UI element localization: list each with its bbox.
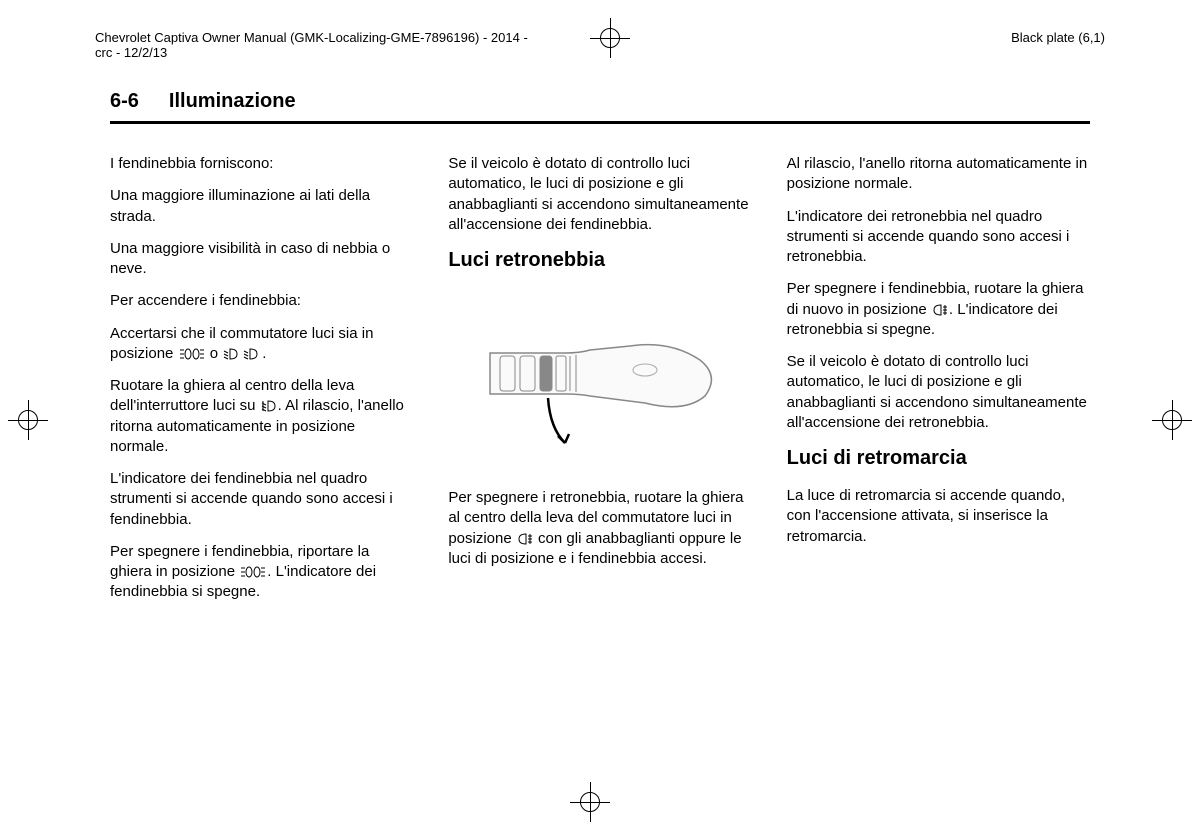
col3-p2: L'indicatore dei retronebbia nel quadro … bbox=[787, 207, 1090, 268]
heading-rear-fog: Luci retronebbia bbox=[448, 247, 751, 274]
heading-reverse-lights: Luci di retromarcia bbox=[787, 445, 1090, 472]
header-crc-date: crc - 12/2/13 bbox=[95, 45, 167, 60]
col1-p7: L'indicatore dei fendinebbia nel quadro … bbox=[110, 469, 413, 530]
col1-p6: Ruotare la ghiera al centro della leva d… bbox=[110, 376, 413, 457]
header-plate: Black plate (6,1) bbox=[1011, 30, 1105, 60]
rear-fog-icon bbox=[516, 532, 534, 546]
crop-mark-right-icon bbox=[1152, 400, 1192, 440]
col1-p5: Accertarsi che il commutatore luci sia i… bbox=[110, 324, 413, 365]
parking-light-icon bbox=[239, 565, 267, 579]
column-1: I fendinebbia forniscono: Una maggiore i… bbox=[110, 154, 413, 615]
rear-fog-icon bbox=[931, 303, 949, 317]
page-content: 6-6 Illuminazione I fendinebbia fornisco… bbox=[110, 90, 1090, 780]
header-left: Chevrolet Captiva Owner Manual (GMK-Loca… bbox=[95, 30, 528, 60]
column-3: Al rilascio, l'anello ritorna automatica… bbox=[787, 154, 1090, 615]
front-fog-icon bbox=[260, 399, 278, 413]
crop-mark-left-icon bbox=[8, 400, 48, 440]
stalk-lever-icon bbox=[470, 298, 730, 458]
header-manual-id: Chevrolet Captiva Owner Manual (GMK-Loca… bbox=[95, 30, 528, 45]
col1-p2: Una maggiore illuminazione ai lati della… bbox=[110, 186, 413, 227]
section-title: Illuminazione bbox=[169, 90, 296, 113]
col3-p3: Per spegnere i fendinebbia, ruotare la g… bbox=[787, 279, 1090, 340]
lever-illustration bbox=[448, 288, 751, 468]
col1-p4: Per accendere i fendinebbia: bbox=[110, 291, 413, 311]
col3-p1: Al rilascio, l'anello ritorna automatica… bbox=[787, 154, 1090, 195]
col2-p2: Per spegnere i retronebbia, ruotare la g… bbox=[448, 488, 751, 569]
low-beam-icon bbox=[222, 347, 262, 361]
page-number: 6-6 bbox=[110, 90, 139, 113]
col3-p4: Se il veicolo è dotato di controllo luci… bbox=[787, 352, 1090, 433]
content-columns: I fendinebbia forniscono: Una maggiore i… bbox=[110, 154, 1090, 615]
col1-p8: Per spegnere i fendinebbia, riportare la… bbox=[110, 542, 413, 603]
col1-p5c: . bbox=[262, 345, 266, 362]
col1-p3: Una maggiore visibilità in caso di nebbi… bbox=[110, 239, 413, 280]
col2-p1: Se il veicolo è dotato di controllo luci… bbox=[448, 154, 751, 235]
column-2: Se il veicolo è dotato di controllo luci… bbox=[448, 154, 751, 615]
parking-light-icon bbox=[178, 347, 206, 361]
col1-p1: I fendinebbia forniscono: bbox=[110, 154, 413, 174]
crop-mark-top-icon bbox=[590, 18, 630, 58]
col1-p5b: o bbox=[206, 345, 223, 362]
section-header: 6-6 Illuminazione bbox=[110, 90, 1090, 124]
crop-mark-bottom-icon bbox=[570, 782, 610, 822]
col3-p5: La luce di retromarcia si accende quando… bbox=[787, 486, 1090, 547]
